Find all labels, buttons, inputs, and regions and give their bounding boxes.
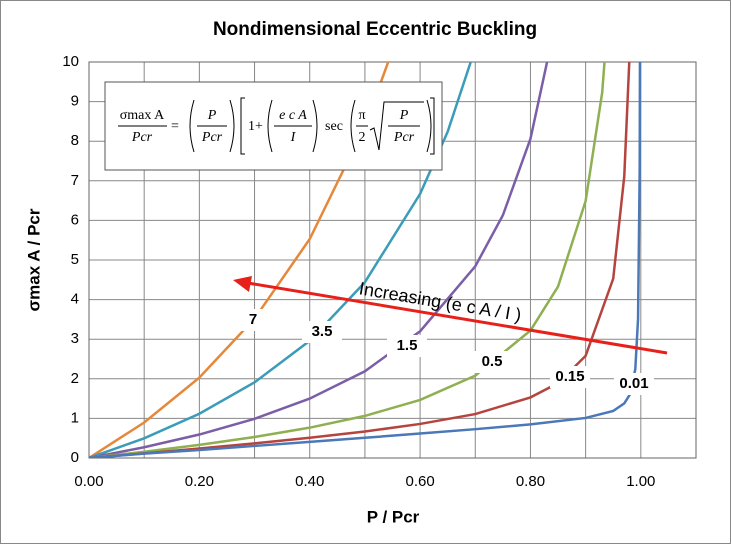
arrow-shaft (247, 281, 668, 355)
y-tick-label: 10 (62, 53, 79, 70)
formula-part: Pcr (201, 130, 223, 145)
label-bg (387, 335, 427, 357)
bracket (312, 99, 318, 153)
x-tick-label: 0.80 (516, 473, 545, 490)
formula-part: = (171, 119, 179, 134)
x-tick-label: 0.00 (74, 473, 103, 490)
y-tick-label: 5 (71, 251, 79, 268)
y-tick-label: 0 (71, 449, 79, 466)
y-tick-label: 2 (71, 370, 79, 387)
plot-border (88, 61, 697, 459)
curve (89, 62, 642, 458)
curve (89, 62, 631, 458)
formula-part: π (358, 108, 365, 123)
formula-part: P (207, 108, 217, 123)
bracket (369, 101, 424, 151)
x-tick-label: 1.00 (626, 473, 655, 490)
bracket (189, 99, 195, 153)
curve (89, 62, 606, 458)
x-tick-label: 0.40 (295, 473, 324, 490)
bracket (426, 99, 432, 153)
formula-part: σmax A (120, 108, 165, 123)
curve-label: 0.15 (555, 368, 584, 385)
curve-label: 0.01 (619, 375, 648, 392)
arrow-head (233, 276, 252, 292)
label-bg (302, 321, 342, 343)
bracket (240, 97, 245, 155)
formula-part: e c A (279, 108, 307, 123)
x-axis-label: P / Pcr (367, 507, 420, 526)
y-tick-label: 8 (71, 132, 79, 149)
label-bg (472, 351, 512, 373)
y-tick-label: 7 (71, 172, 79, 189)
bracket (430, 97, 435, 155)
y-tick-label: 4 (71, 291, 79, 308)
curve-label: 0.5 (482, 353, 503, 370)
formula-part: Pcr (131, 130, 153, 145)
label-bg (614, 373, 654, 395)
bracket (267, 99, 273, 153)
formula-part: P (399, 108, 409, 123)
curve-label: 1.5 (397, 337, 418, 354)
x-tick-label: 0.60 (405, 473, 434, 490)
label-bg (550, 366, 590, 388)
curve (89, 62, 549, 458)
curve-label: 3.5 (312, 323, 333, 340)
y-tick-label: 6 (71, 211, 79, 228)
formula-part: 1+ (248, 119, 263, 134)
bracket (229, 99, 235, 153)
formula-part: sec (325, 119, 343, 134)
y-tick-label: 9 (71, 93, 79, 110)
y-tick-label: 1 (71, 409, 79, 426)
chart-title: Nondimensional Eccentric Buckling (213, 19, 537, 40)
x-tick-label: 0.20 (185, 473, 214, 490)
formula-part: I (290, 130, 297, 145)
bracket (350, 99, 356, 153)
y-tick-label: 3 (71, 330, 79, 347)
y-axis-label: σmax A / Pcr (24, 208, 43, 311)
label-bg (233, 309, 273, 331)
curve-label: 7 (249, 311, 257, 328)
formula-part: 2 (359, 130, 366, 145)
formula-part: Pcr (393, 130, 415, 145)
